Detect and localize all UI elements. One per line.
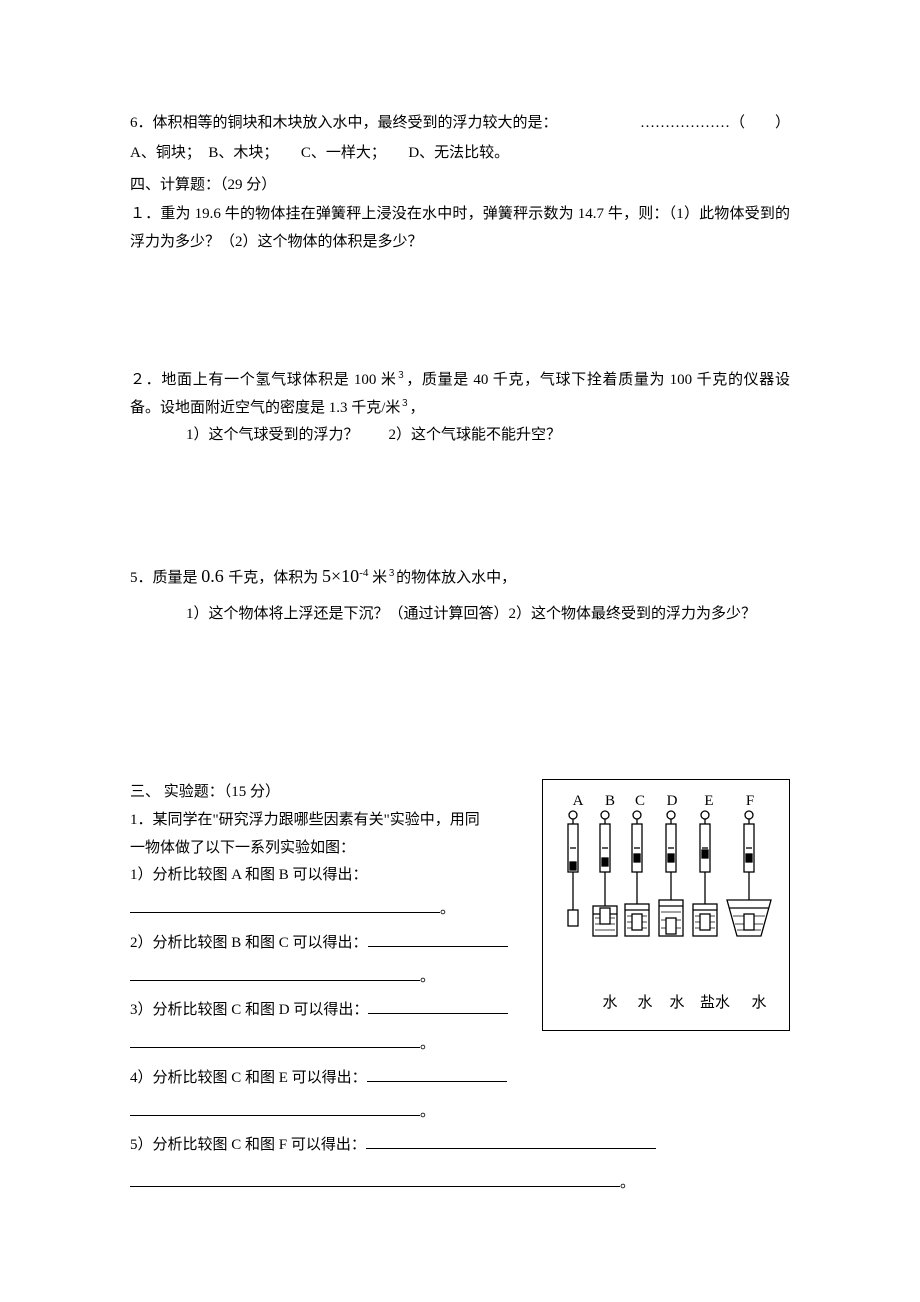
- sec4-q5-sub: 1）这个物体将上浮还是下沉？（通过计算回答）2）这个物体最终受到的浮力为多少？: [130, 601, 790, 629]
- sec4-q2-sub: 1）这个气球受到的浮力？ 2）这个气球能不能升空？: [130, 422, 790, 450]
- sec4-q1: １．重为 19.6 牛的物体挂在弹簧秤上浸没在水中时，弹簧秤示数为 14.7 牛…: [130, 201, 790, 257]
- blank-2b[interactable]: [130, 965, 420, 981]
- fig-labels: 水 水 水 盐水 水: [543, 990, 789, 1018]
- blank-2a[interactable]: [368, 931, 508, 947]
- q6-text: 6．体积相等的铜块和木块放入水中，最终受到的浮力较大的是：: [130, 110, 558, 138]
- experiment-figure: A B C D E F: [542, 779, 790, 1031]
- sec3-header: 三、 实验题：（15 分）: [130, 779, 534, 807]
- sec3-item5: 5）分析比较图 C 和图 F 可以得出：: [130, 1137, 366, 1153]
- sec3-intro2: 一物体做了以下一系列实验如图：: [130, 835, 534, 863]
- blank-4b[interactable]: [130, 1100, 420, 1116]
- blank-4a[interactable]: [367, 1066, 507, 1082]
- q6-dots: ………………（ ）: [640, 110, 790, 138]
- blank-3b[interactable]: [130, 1032, 420, 1048]
- sec3-item2: 2）分析比较图 B 和图 C 可以得出：: [130, 935, 368, 951]
- blank-5a[interactable]: [366, 1133, 656, 1149]
- blank-5b[interactable]: [130, 1171, 620, 1187]
- fig-svg: [543, 810, 789, 990]
- q6-options: A、铜块； B、木块； C、一样大； D、无法比较。: [130, 140, 790, 168]
- sec4-header: 四、计算题：（29 分）: [130, 172, 790, 200]
- sec3-item4: 4）分析比较图 C 和图 E 可以得出：: [130, 1070, 367, 1086]
- blank-3a[interactable]: [368, 998, 508, 1014]
- sec3-item1: 1）分析比较图 A 和图 B 可以得出：: [130, 862, 534, 890]
- sec4-q5: 5．质量是 0.6 千克，体积为 5×10-4 米３的物体放入水中，: [130, 560, 790, 593]
- q6: 6．体积相等的铜块和木块放入水中，最终受到的浮力较大的是： ………………（ ） …: [130, 110, 790, 168]
- sec4-q2: ２．地面上有一个氢气球体积是 100 米３，质量是 40 千克，气球下拴着质量为…: [130, 367, 790, 423]
- sec3: 三、 实验题：（15 分） 1．某同学在"研究浮力跟哪些因素有关"实验中，用同 …: [130, 779, 790, 1198]
- sec3-item3: 3）分析比较图 C 和图 D 可以得出：: [130, 1002, 368, 1018]
- blank-1[interactable]: [130, 897, 440, 913]
- sec3-intro1: 1．某同学在"研究浮力跟哪些因素有关"实验中，用同: [130, 807, 534, 835]
